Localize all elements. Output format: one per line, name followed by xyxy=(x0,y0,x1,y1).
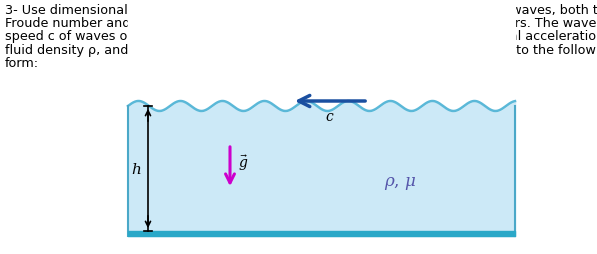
Text: form:: form: xyxy=(5,57,39,70)
Bar xyxy=(128,107,515,236)
Text: $h$: $h$ xyxy=(131,161,141,176)
Text: $\rho,\, \mu$: $\rho,\, \mu$ xyxy=(383,174,417,191)
Text: $c$: $c$ xyxy=(325,109,335,123)
Text: 3- Use dimensional analysis to show that in a problem involving shallow water wa: 3- Use dimensional analysis to show that… xyxy=(5,4,597,17)
Text: $\mathrm{Fr} = \dfrac{c}{\sqrt{gh}} = f(\mathrm{Re})$$\quad \mathrm{where} \quad: $\mathrm{Fr} = \dfrac{c}{\sqrt{gh}} = f(… xyxy=(141,57,454,108)
Text: Froude number and the Reynolds number are relevant dimensionless parameters. The: Froude number and the Reynolds number ar… xyxy=(5,17,596,30)
Text: $\vec{g}$: $\vec{g}$ xyxy=(238,153,248,173)
Text: fluid density ρ, and fluid viscosity μ. Manipulate your’s to get the parameters : fluid density ρ, and fluid viscosity μ. … xyxy=(5,43,597,56)
Text: speed c of waves on the surface of a liquid is a function of depth h, gravitatio: speed c of waves on the surface of a liq… xyxy=(5,30,597,43)
